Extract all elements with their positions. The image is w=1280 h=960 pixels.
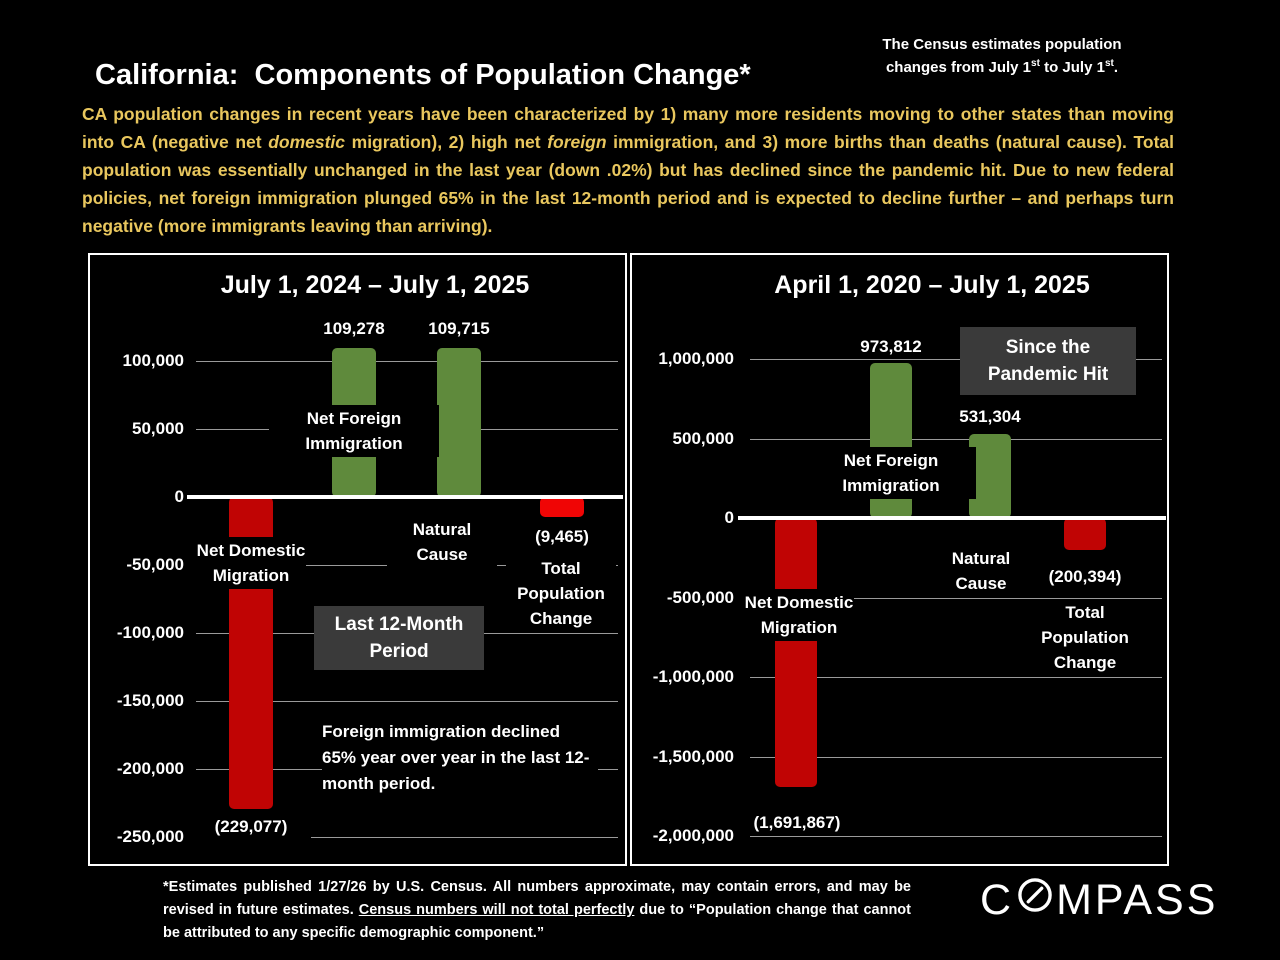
y-axis-tick-label: -50,000 — [126, 555, 184, 574]
gridline — [750, 757, 1162, 758]
gridline — [750, 677, 1162, 678]
compass-logo: C MPASS — [980, 876, 1218, 925]
census-note: The Census estimates population changes … — [852, 33, 1152, 79]
value-label-natural-cause: 531,304 — [930, 405, 1050, 429]
bar-natural-cause — [437, 348, 481, 497]
y-axis-tick-label: 1,000,000 — [658, 349, 734, 368]
chart-panel-since-pandemic: April 1, 2020 – July 1, 2025 973,812 531… — [630, 253, 1169, 866]
category-label-net-domestic-migration: Net Domestic Migration — [744, 589, 854, 641]
zero-axis-line — [738, 516, 1166, 520]
gridline — [196, 701, 618, 702]
bar-total-population-change — [540, 497, 584, 517]
y-axis-tick-label: -200,000 — [116, 759, 184, 778]
category-label-natural-cause: Natural Cause — [926, 545, 1036, 597]
value-label-net-domestic-migration: (1,691,867) — [727, 811, 867, 835]
y-axis-tick-label: -500,000 — [666, 588, 734, 607]
y-axis-tick-label: 500,000 — [672, 429, 734, 448]
italic-domestic: domestic — [268, 132, 346, 152]
y-axis-tick-label: 100,000 — [122, 351, 184, 370]
category-label-net-foreign-immigration: Net Foreign Immigration — [806, 447, 976, 499]
census-note-line1: The Census estimates population — [882, 36, 1122, 53]
value-label-natural-cause: 109,715 — [399, 317, 519, 341]
category-label-natural-cause: Natural Cause — [387, 516, 497, 568]
chart-panel-last-12-months: July 1, 2024 – July 1, 2025 109,278 109,… — [88, 253, 627, 866]
logo-letters-mpass: MPASS — [1056, 876, 1219, 924]
y-axis-tick-label: -100,000 — [116, 623, 184, 642]
value-label-net-foreign-immigration: 973,812 — [831, 335, 951, 359]
value-label-net-domestic-migration: (229,077) — [191, 815, 311, 839]
gridline — [750, 359, 1162, 360]
value-label-total-population-change: (9,465) — [502, 525, 622, 549]
census-note-line2: changes from July 1st to July 1st. — [885, 58, 1119, 77]
y-axis-tick-label: -1,500,000 — [652, 747, 734, 766]
footnote: *Estimates published 1/27/26 by U.S. Cen… — [163, 879, 911, 941]
bar-net-domestic-migration — [775, 518, 817, 787]
value-label-net-foreign-immigration: 109,278 — [294, 317, 414, 341]
superscript-st: st — [1031, 58, 1040, 69]
gridline — [750, 836, 1162, 837]
category-label-total-population-change: Total Population Change — [1030, 599, 1140, 676]
bar-total-population-change — [1064, 518, 1106, 550]
y-axis-tick-label: -150,000 — [116, 691, 184, 710]
y-axis-tick-label: 0 — [724, 508, 734, 527]
y-axis-tick-label: -250,000 — [116, 827, 184, 846]
note-foreign-immigration-declined: Foreign immigration declined 65% year ov… — [322, 719, 598, 797]
superscript-st: st — [1104, 58, 1114, 69]
category-label-net-foreign-immigration: Net Foreign Immigration — [269, 405, 439, 457]
page-title: California: Components of Population Cha… — [95, 59, 751, 92]
intro-paragraph: CA population changes in recent years ha… — [82, 104, 1174, 236]
gridline — [196, 837, 618, 838]
callout-last-12-month-period: Last 12-Month Period — [314, 606, 484, 670]
callout-since-the-pandemic-hit: Since the Pandemic Hit — [960, 327, 1136, 395]
value-label-total-population-change: (200,394) — [1015, 565, 1155, 589]
y-axis-tick-label: 50,000 — [132, 419, 184, 438]
gridline — [196, 361, 618, 362]
chart-title-left: July 1, 2024 – July 1, 2025 — [220, 271, 530, 299]
gridline — [750, 439, 1162, 440]
category-label-net-domestic-migration: Net Domestic Migration — [196, 537, 306, 589]
compass-o-needle-icon — [1016, 876, 1054, 925]
logo-letter-c: C — [980, 876, 1015, 924]
footnote-underlined-phrase: Census numbers will not total perfectly — [358, 902, 635, 918]
italic-foreign: foreign — [547, 132, 607, 152]
y-axis-tick-label: -2,000,000 — [652, 826, 734, 845]
bar-natural-cause — [969, 434, 1011, 518]
y-axis-tick-label: -1,000,000 — [652, 667, 734, 686]
category-label-total-population-change: Total Population Change — [506, 555, 616, 632]
zero-axis-line — [187, 495, 623, 499]
y-axis-tick-label: 0 — [174, 487, 184, 506]
gridline — [750, 598, 1162, 599]
chart-title-right: April 1, 2020 – July 1, 2025 — [774, 271, 1090, 299]
